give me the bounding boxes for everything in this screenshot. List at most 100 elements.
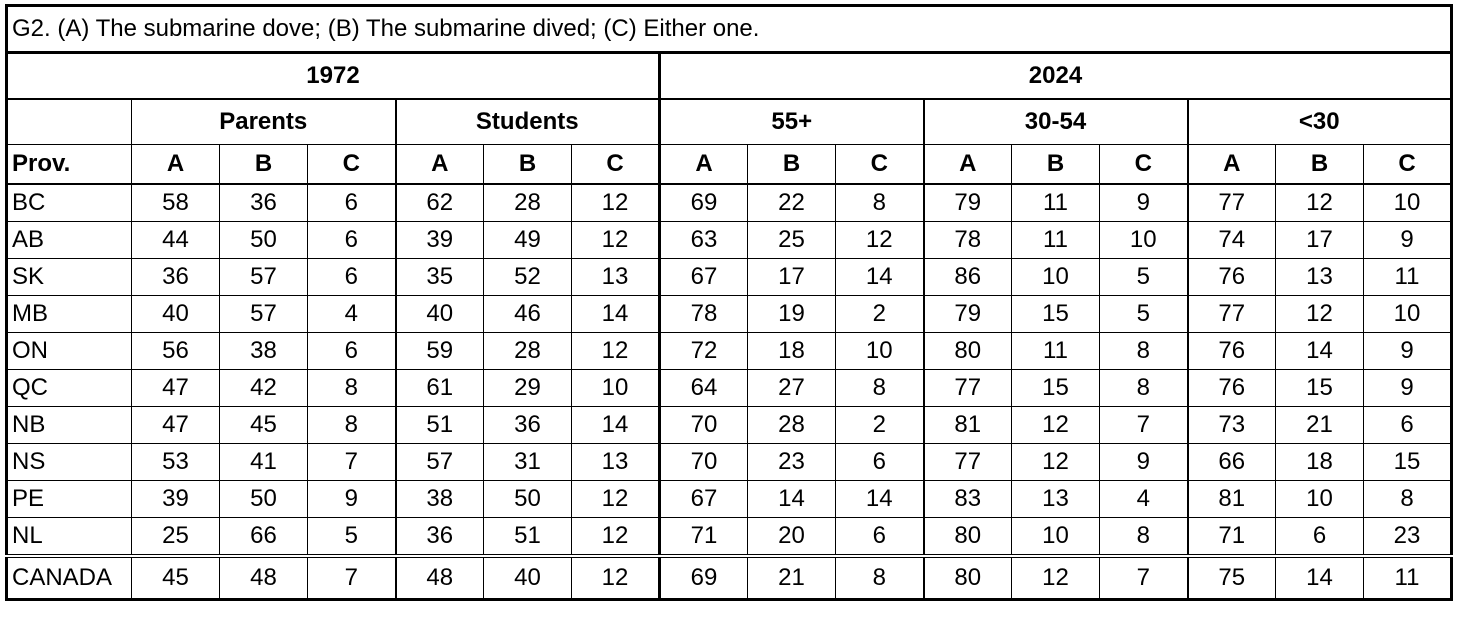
title-row: G2. (A) The submarine dove; (B) The subm… [6,5,1452,54]
value-cell: 8 [1363,480,1452,518]
value-cell: 51 [483,517,572,557]
value-cell: 61 [394,369,484,407]
value-cell: 5 [1099,295,1188,333]
total-cell: 12 [571,554,660,600]
value-cell: 14 [571,295,660,333]
column-header: C [307,144,396,185]
value-cell: 35 [394,258,484,296]
data-row: NB 47 45 8 51 36 14 70 28 2 81 12 7 73 21 6 [6,406,1452,444]
total-cell: 7 [1099,554,1188,600]
value-cell: 86 [922,258,1012,296]
value-cell: 74 [1186,221,1276,259]
value-cell: 70 [658,406,748,444]
value-cell: 66 [219,517,308,557]
province: NS [6,443,132,481]
value-cell: 5 [307,517,396,557]
column-header: B [747,144,836,185]
value-cell: 8 [1099,517,1188,557]
value-cell: 57 [219,258,308,296]
value-cell: 8 [307,369,396,407]
value-cell: 6 [1275,517,1364,557]
total-cell: 12 [1011,554,1100,600]
value-cell: 25 [131,517,220,557]
value-cell: 2 [835,406,924,444]
province: SK [6,258,132,296]
value-cell: 36 [131,258,220,296]
value-cell: 10 [835,332,924,370]
value-cell: 5 [1099,258,1188,296]
value-cell: 79 [922,183,1012,222]
value-cell: 71 [658,517,748,557]
total-cell: 69 [658,554,748,600]
value-cell: 11 [1011,332,1100,370]
value-cell: 78 [658,295,748,333]
value-cell: 8 [835,183,924,222]
value-cell: 64 [658,369,748,407]
value-cell: 50 [483,480,572,518]
data-table: G2. (A) The submarine dove; (B) The subm… [5,4,1453,601]
value-cell: 76 [1186,332,1276,370]
value-cell: 10 [1363,295,1452,333]
value-cell: 12 [571,221,660,259]
total-cell: 8 [835,554,924,600]
total-cell: 11 [1363,554,1452,600]
value-cell: 15 [1011,369,1100,407]
column-header: C [571,144,660,185]
value-cell: 13 [1011,480,1100,518]
value-cell: 62 [394,183,484,222]
group-header: Parents [131,98,396,145]
column-header: C [835,144,924,185]
value-cell: 13 [571,443,660,481]
column-header: C [1099,144,1188,185]
value-cell: 28 [483,183,572,222]
value-cell: 79 [922,295,1012,333]
value-cell: 6 [835,443,924,481]
value-cell: 50 [219,221,308,259]
value-cell: 10 [571,369,660,407]
value-cell: 36 [219,183,308,222]
value-cell: 12 [1275,183,1364,222]
column-header: A [658,144,748,185]
value-cell: 77 [1186,295,1276,333]
value-cell: 11 [1363,258,1452,296]
data-row: QC 47 42 8 61 29 10 64 27 8 77 15 8 76 15 9 [6,369,1452,407]
value-cell: 44 [131,221,220,259]
value-cell: 28 [483,332,572,370]
value-cell: 9 [1363,332,1452,370]
total-cell: 48 [219,554,308,600]
value-cell: 10 [1099,221,1188,259]
value-cell: 14 [835,480,924,518]
province: PE [6,480,132,518]
column-header: B [1011,144,1100,185]
value-cell: 4 [1099,480,1188,518]
table-title: G2. (A) The submarine dove; (B) The subm… [6,5,1452,54]
value-cell: 81 [1186,480,1276,518]
value-cell: 57 [219,295,308,333]
value-cell: 12 [835,221,924,259]
value-cell: 49 [483,221,572,259]
province: NL [6,517,132,557]
column-header: B [483,144,572,185]
value-cell: 36 [394,517,484,557]
value-cell: 67 [658,480,748,518]
value-cell: 6 [1363,406,1452,444]
value-cell: 67 [658,258,748,296]
value-cell: 14 [571,406,660,444]
value-cell: 83 [922,480,1012,518]
value-cell: 76 [1186,258,1276,296]
value-cell: 17 [1275,221,1364,259]
value-cell: 18 [1275,443,1364,481]
column-header: A [922,144,1012,185]
value-cell: 70 [658,443,748,481]
total-cell: 48 [394,554,484,600]
value-cell: 38 [394,480,484,518]
value-cell: 28 [747,406,836,444]
value-cell: 15 [1363,443,1452,481]
column-header: B [1275,144,1364,185]
value-cell: 11 [1011,183,1100,222]
group-header: <30 [1186,98,1452,145]
value-cell: 72 [658,332,748,370]
value-cell: 58 [131,183,220,222]
province: NB [6,406,132,444]
